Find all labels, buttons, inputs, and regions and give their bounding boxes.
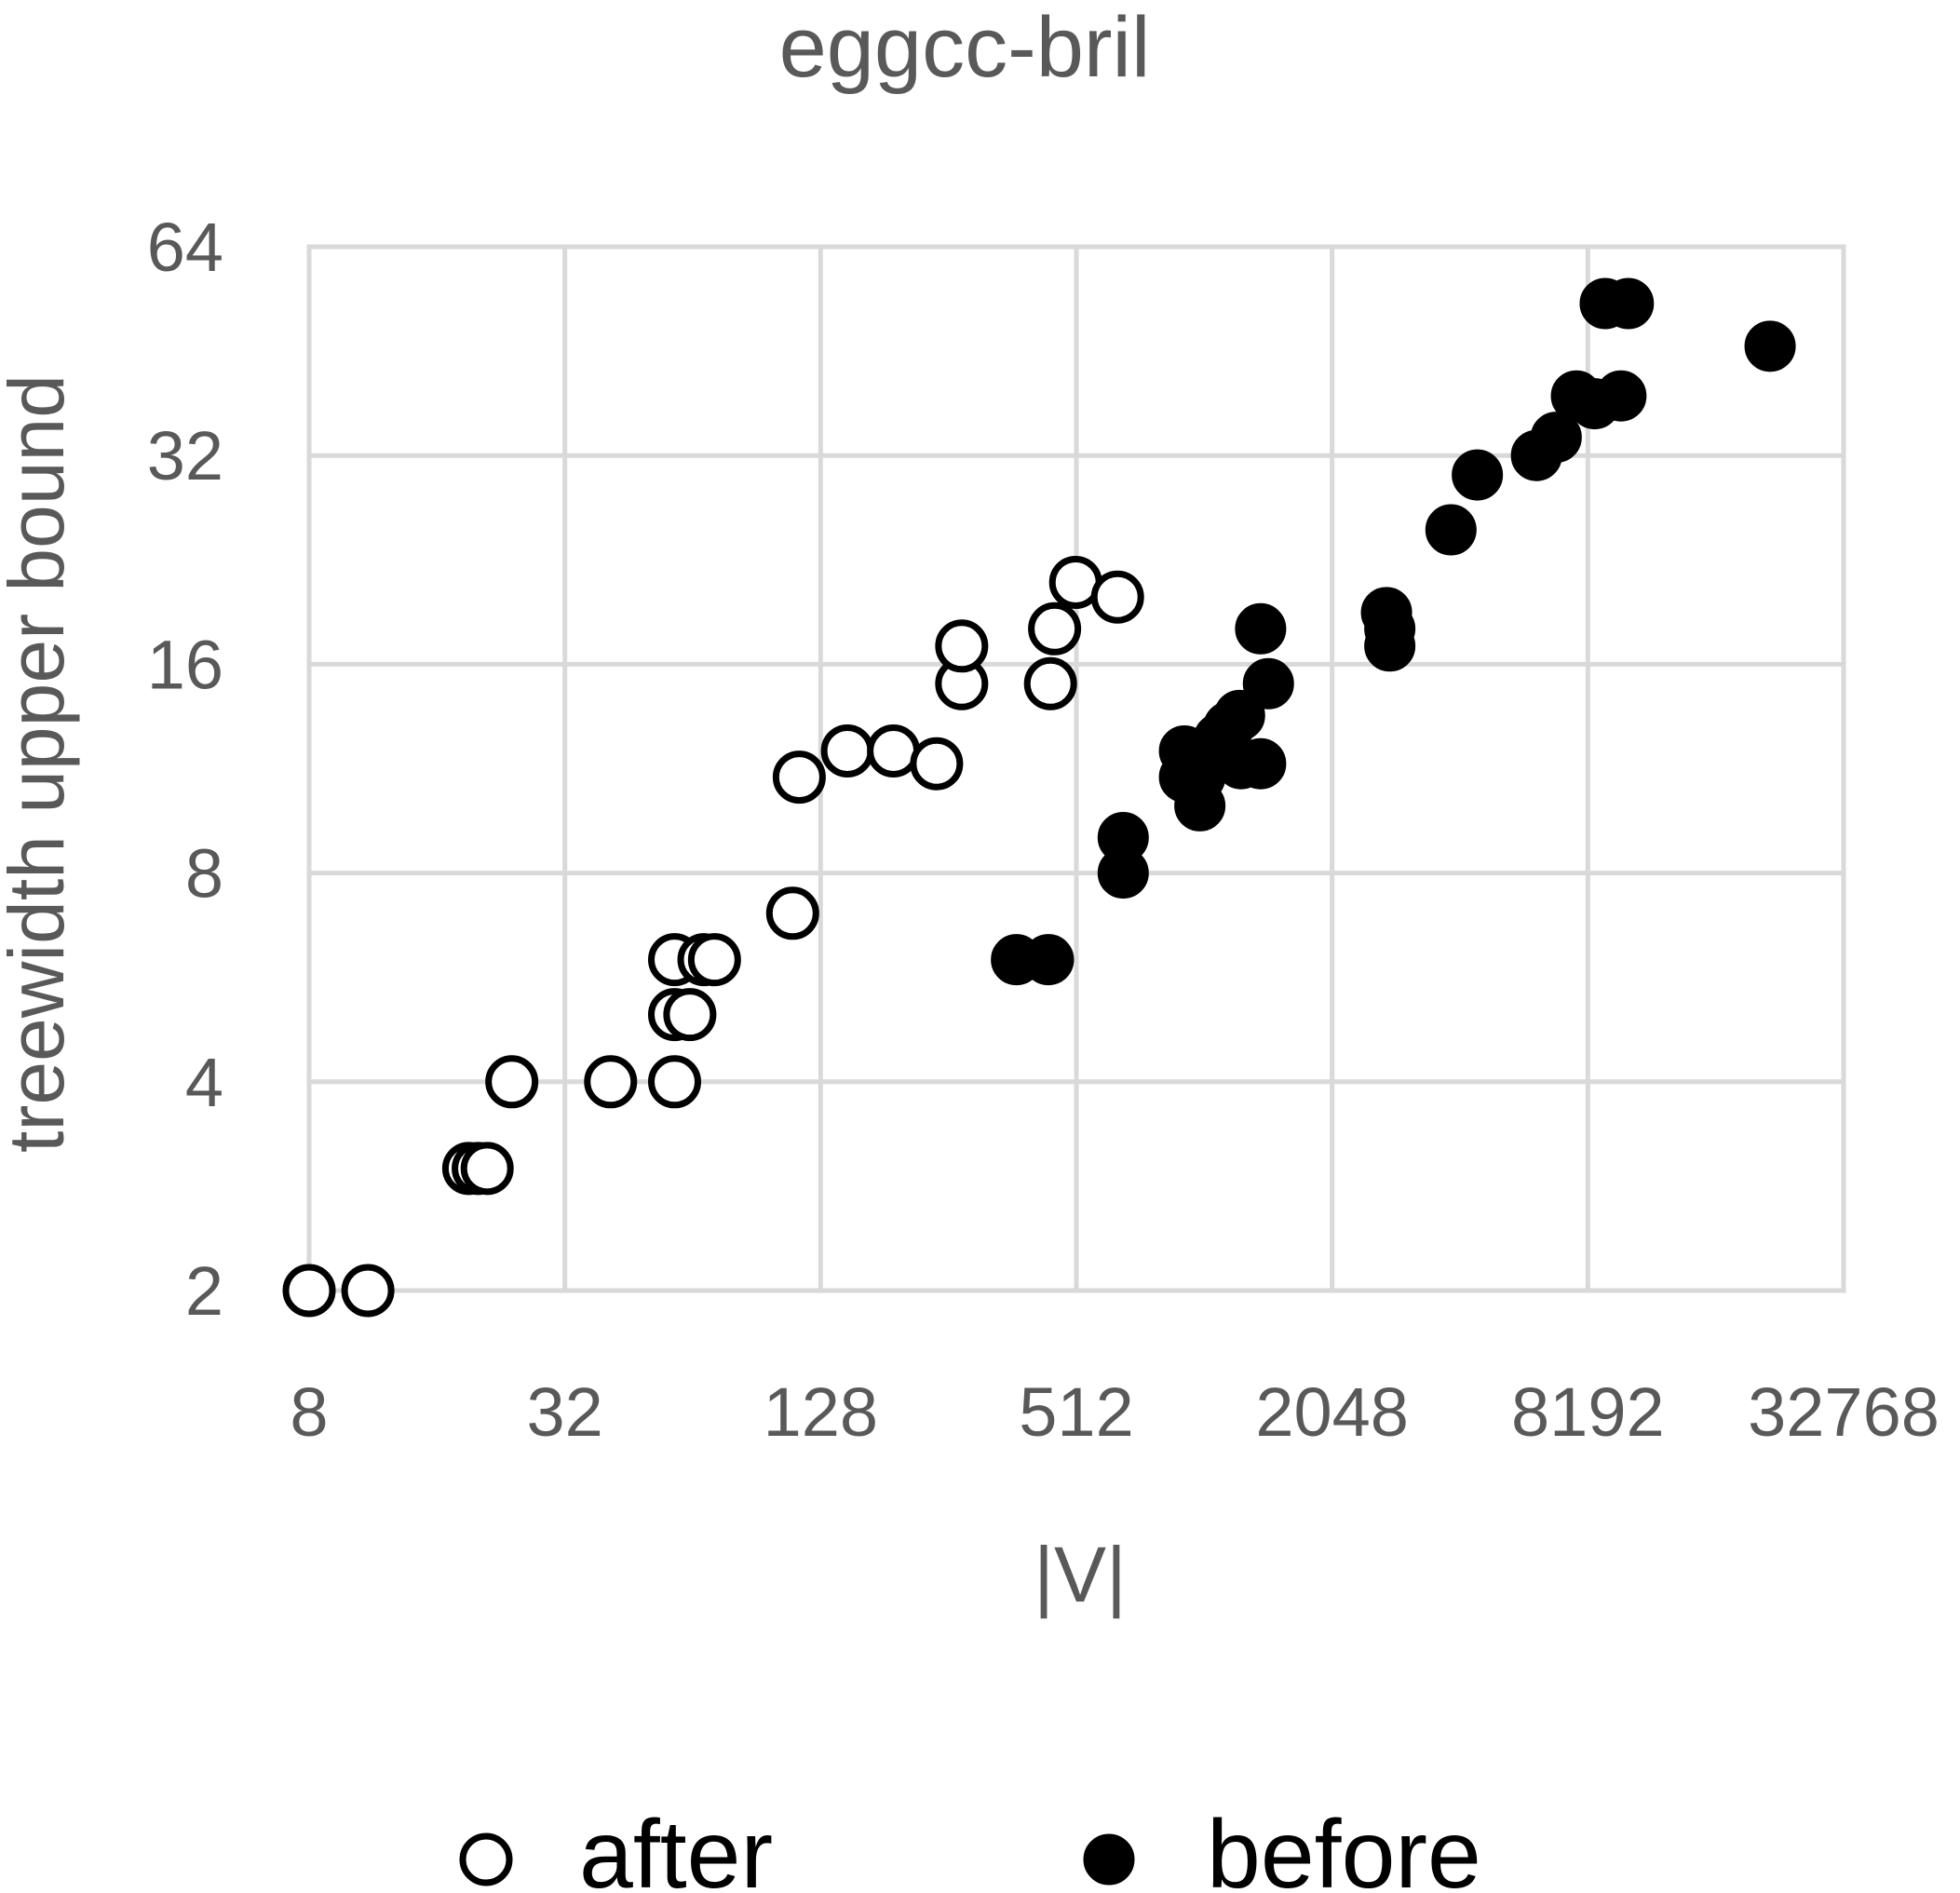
- legend-label-after: after: [579, 1801, 773, 1893]
- x-tick-label: 512: [1019, 1373, 1133, 1451]
- point-after: [867, 723, 921, 777]
- point-before: [1097, 812, 1149, 864]
- point-before: [1425, 504, 1477, 556]
- x-tick-label: 32768: [1748, 1373, 1940, 1451]
- point-after: [910, 737, 964, 791]
- point-after: [1090, 570, 1144, 624]
- legend-marker-before: [1083, 1833, 1135, 1886]
- point-after: [1023, 656, 1077, 710]
- point-before: [1744, 320, 1796, 372]
- x-tick-label: 2048: [1255, 1373, 1409, 1451]
- point-after: [765, 886, 819, 940]
- x-tick-labels: 8 32 128 512 2048 8192 32768: [290, 1373, 1939, 1451]
- series-before-points: [991, 277, 1796, 986]
- legend-label-before: before: [1207, 1801, 1481, 1893]
- point-after: [485, 1055, 539, 1109]
- point-before: [1452, 449, 1504, 501]
- series-after-points: [282, 555, 1144, 1318]
- point-after: [647, 1055, 701, 1109]
- legend-marker-after: [459, 1832, 513, 1886]
- point-after: [687, 933, 741, 987]
- y-tick-labels: 2 4 8 16 32 64: [147, 209, 223, 1330]
- legend-item-before: before: [1083, 1801, 1481, 1893]
- point-after: [772, 750, 826, 805]
- point-after: [820, 723, 874, 777]
- y-tick-label: 16: [147, 626, 223, 703]
- point-after: [1028, 602, 1082, 656]
- y-tick-label: 2: [185, 1252, 223, 1330]
- chart-title: eggcc-bril: [779, 0, 1151, 95]
- point-before: [1235, 602, 1287, 655]
- point-before: [1364, 620, 1416, 672]
- point-after: [935, 619, 989, 673]
- point-before: [1235, 737, 1287, 790]
- point-before: [1595, 370, 1647, 422]
- point-before: [1602, 277, 1655, 330]
- y-tick-label: 4: [185, 1044, 223, 1121]
- x-tick-label: 32: [527, 1373, 603, 1451]
- point-before: [1242, 657, 1294, 710]
- x-tick-label: 128: [764, 1373, 878, 1451]
- point-after: [341, 1264, 395, 1318]
- y-axis-label: treewidth upper bound: [0, 374, 80, 1153]
- point-after: [584, 1055, 638, 1109]
- grid: [306, 244, 1846, 1293]
- y-tick-label: 32: [147, 417, 223, 494]
- point-after: [663, 988, 717, 1042]
- y-tick-label: 64: [147, 209, 223, 286]
- point-after: [282, 1264, 336, 1318]
- point-before: [1022, 934, 1075, 986]
- y-tick-label: 8: [185, 835, 223, 913]
- legend-item-after: after: [459, 1801, 773, 1893]
- x-tick-label: 8192: [1511, 1373, 1665, 1451]
- x-axis-label: |V|: [1034, 1531, 1127, 1618]
- legend: after before: [459, 1801, 1481, 1893]
- point-after: [460, 1142, 514, 1196]
- x-tick-label: 8: [290, 1373, 328, 1451]
- point-before: [1530, 412, 1582, 464]
